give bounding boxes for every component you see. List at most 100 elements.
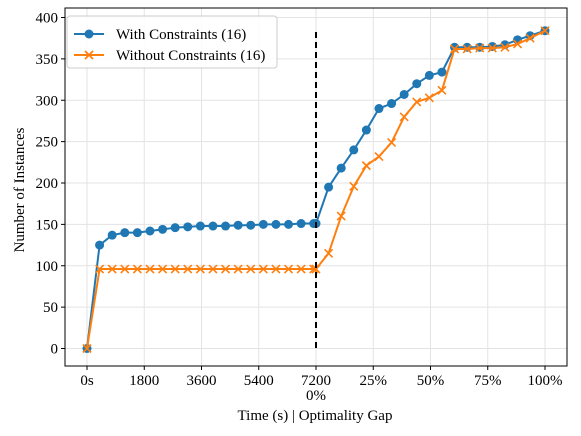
data-point [120, 228, 130, 238]
data-point [107, 264, 117, 274]
x-tick-label: 3600 [187, 373, 217, 389]
data-point [158, 264, 168, 274]
data-point [183, 264, 193, 274]
data-point [170, 223, 180, 233]
data-point [512, 39, 523, 49]
y-tick-label: 250 [36, 135, 59, 151]
data-point [145, 226, 155, 236]
data-point [361, 161, 371, 171]
data-point [540, 26, 550, 36]
data-point [284, 219, 294, 229]
data-point [374, 104, 384, 114]
data-point [246, 220, 256, 230]
x-tick-label: 50% [417, 373, 445, 389]
legend-entry-without-constraints: Without Constraints (16) [74, 48, 265, 64]
y-axis-label: Number of Instances [12, 127, 28, 252]
x-tick-label: 0s [80, 373, 94, 389]
data-point [132, 264, 142, 274]
x-axis-label: Time (s) | Optimality Gap [238, 408, 393, 424]
x-tick-label: 75% [474, 373, 502, 389]
y-tick-label: 400 [36, 11, 59, 27]
data-point [145, 264, 155, 274]
data-point [183, 222, 193, 232]
x-tick-label: 25% [360, 373, 388, 389]
data-point [233, 220, 243, 230]
data-point [387, 137, 397, 148]
data-point [349, 145, 359, 155]
x-tick-label: 100% [528, 373, 563, 389]
axis-ticks: 0 50 100 150 200 250 300 350 400 0s 1800 3600 5400 72… [36, 11, 563, 405]
data-point [271, 219, 281, 229]
data-point [132, 228, 142, 238]
legend-entry-with-constraints: With Constraints (16) [74, 27, 246, 43]
series-line [86, 29, 546, 349]
x-tick-label: 7200 [301, 373, 331, 389]
data-point [361, 125, 371, 135]
data-point [246, 264, 256, 274]
data-point [258, 219, 268, 229]
data-point [311, 264, 321, 274]
y-tick-label: 100 [36, 259, 59, 275]
data-point [424, 93, 434, 103]
data-point [349, 181, 359, 191]
data-point [233, 264, 243, 274]
data-point [107, 230, 117, 240]
data-point [120, 264, 130, 274]
series-without-constraints [82, 26, 550, 354]
legend: With Constraints (16) Without Constraint… [66, 15, 278, 69]
data-point [95, 264, 105, 274]
y-tick-label: 200 [36, 176, 59, 192]
y-tick-label: 0 [51, 342, 59, 358]
data-point [387, 99, 397, 109]
data-point [220, 264, 231, 274]
series-lines [82, 26, 550, 354]
data-point [487, 41, 497, 51]
data-point [437, 67, 447, 77]
data-point [462, 44, 472, 54]
data-point [449, 44, 460, 54]
data-point [296, 219, 306, 229]
legend-box [66, 15, 278, 69]
data-point [283, 264, 294, 274]
x-tick-label: 1800 [129, 373, 159, 389]
data-point [336, 163, 346, 173]
x-tick-label: 5400 [244, 373, 274, 389]
data-point [374, 151, 384, 162]
y-tick-label: 300 [36, 93, 59, 109]
data-point [208, 264, 218, 274]
data-point [399, 112, 409, 122]
data-point [424, 70, 434, 80]
data-point [412, 97, 422, 107]
data-point [412, 79, 422, 89]
data-point [258, 264, 268, 274]
data-point [487, 43, 497, 53]
data-point [208, 221, 218, 231]
data-point [462, 42, 472, 52]
legend-label: With Constraints (16) [116, 27, 246, 43]
data-point [437, 85, 447, 95]
legend-marker-x [84, 50, 94, 60]
legend-label: Without Constraints (16) [116, 48, 265, 64]
data-point [221, 221, 231, 231]
data-point [399, 89, 409, 99]
data-point [296, 264, 306, 274]
data-point [195, 264, 205, 274]
y-tick-label: 50 [43, 300, 58, 316]
data-point [324, 248, 334, 258]
data-point [500, 42, 510, 52]
data-point [324, 182, 334, 192]
data-point [336, 211, 346, 221]
data-point [525, 33, 535, 43]
y-tick-label: 150 [36, 217, 59, 233]
data-point [95, 240, 105, 250]
x-tick-label-secondary: 0% [306, 388, 326, 404]
y-tick-label: 350 [36, 52, 59, 68]
data-point [158, 224, 168, 234]
data-point [170, 264, 180, 274]
legend-marker-circle [84, 29, 94, 39]
data-point [271, 264, 281, 274]
data-point [475, 43, 485, 53]
data-point [82, 343, 92, 354]
data-point [195, 221, 205, 231]
